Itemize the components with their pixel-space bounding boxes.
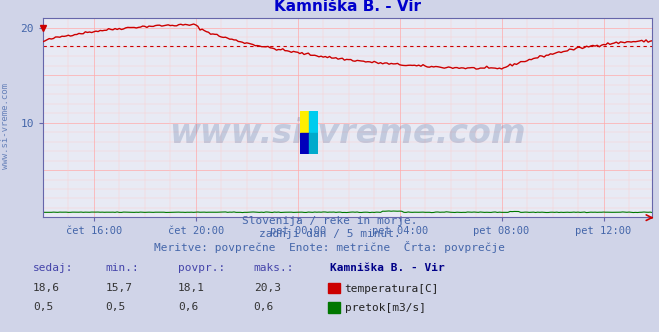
Text: sedaj:: sedaj: — [33, 263, 73, 273]
Bar — [309, 133, 318, 154]
Text: 0,5: 0,5 — [105, 302, 126, 312]
Text: 18,1: 18,1 — [178, 283, 205, 292]
Bar — [309, 111, 318, 133]
Text: Slovenija / reke in morje.: Slovenija / reke in morje. — [242, 216, 417, 226]
Text: 0,5: 0,5 — [33, 302, 53, 312]
Text: zadnji dan / 5 minut.: zadnji dan / 5 minut. — [258, 229, 401, 239]
Text: povpr.:: povpr.: — [178, 263, 225, 273]
Text: www.si-vreme.com: www.si-vreme.com — [1, 83, 10, 169]
Bar — [300, 133, 309, 154]
Text: 0,6: 0,6 — [254, 302, 274, 312]
Bar — [300, 111, 309, 133]
Text: min.:: min.: — [105, 263, 139, 273]
Text: 20,3: 20,3 — [254, 283, 281, 292]
Text: maks.:: maks.: — [254, 263, 294, 273]
Text: 0,6: 0,6 — [178, 302, 198, 312]
Text: temperatura[C]: temperatura[C] — [345, 284, 439, 293]
Title: Kamniška B. - Vir: Kamniška B. - Vir — [274, 0, 421, 14]
Text: Kamniška B. - Vir: Kamniška B. - Vir — [330, 263, 444, 273]
Text: 18,6: 18,6 — [33, 283, 60, 292]
Text: pretok[m3/s]: pretok[m3/s] — [345, 303, 426, 313]
Text: 15,7: 15,7 — [105, 283, 132, 292]
Text: Meritve: povprečne  Enote: metrične  Črta: povprečje: Meritve: povprečne Enote: metrične Črta:… — [154, 241, 505, 253]
Text: www.si-vreme.com: www.si-vreme.com — [169, 117, 526, 150]
